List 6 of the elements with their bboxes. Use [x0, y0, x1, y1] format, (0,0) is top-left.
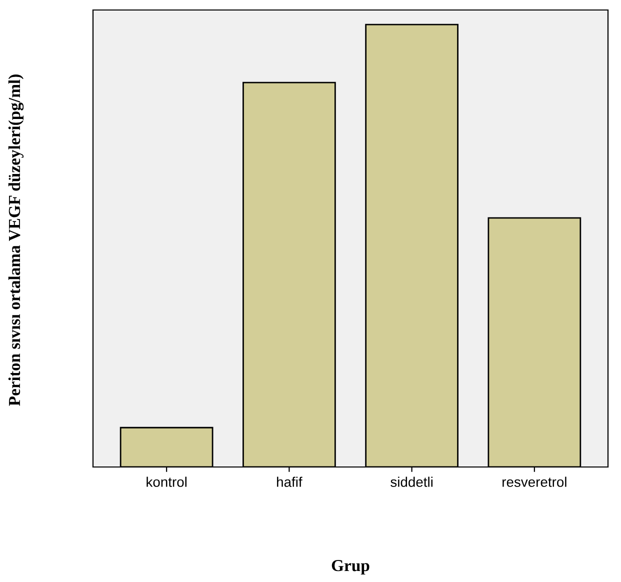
- x-axis-title: Grup: [332, 560, 370, 575]
- x-tick-label: hafif: [277, 476, 302, 487]
- x-tick-label: siddetli: [390, 476, 432, 487]
- x-tick-label: kontrol: [146, 476, 186, 487]
- x-tick-label: resveretrol: [502, 476, 566, 487]
- y-axis-title: Periton sıvısı ortalama VEGF düzeyleri(pg/ml): [8, 74, 24, 406]
